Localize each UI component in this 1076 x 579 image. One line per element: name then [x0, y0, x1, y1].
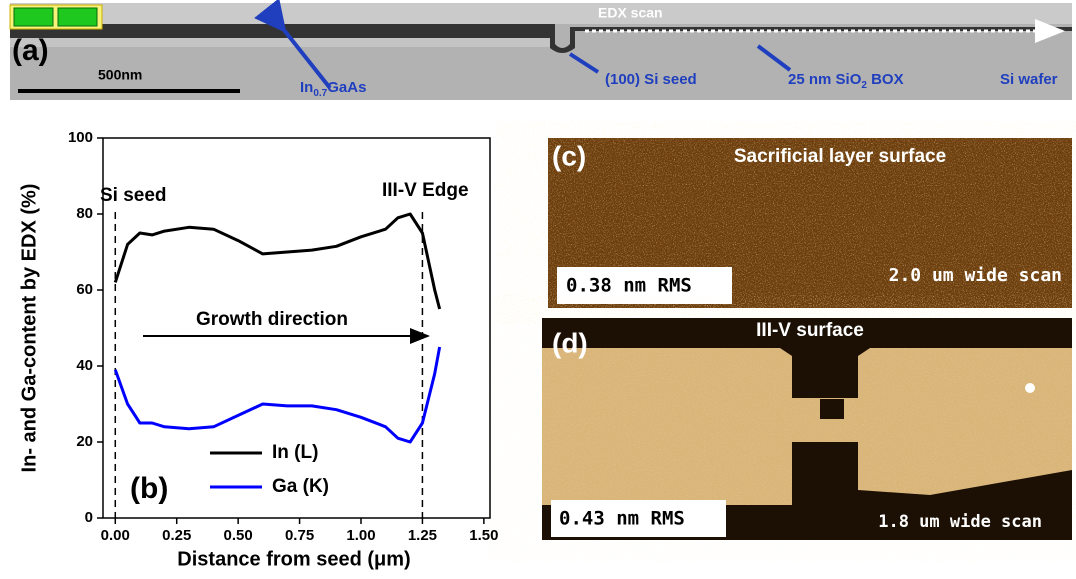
panel-label: (b)	[130, 472, 168, 505]
rms-box	[557, 267, 732, 304]
y-tick-label: 20	[76, 433, 93, 450]
legend-label: In (L)	[272, 442, 318, 463]
wafer-label: Si wafer	[1000, 71, 1058, 88]
box-layer	[10, 38, 550, 47]
panel-b: Si seed III-V Edge Growth direction (b) …	[18, 129, 498, 570]
panel-a: EDX scan (a) 500nm In0.7GaAs (100) Si se…	[9, 0, 1072, 100]
x-tick-label: 1.25	[408, 527, 437, 544]
rms-label: 0.38 nm RMS	[566, 275, 692, 297]
particle	[1025, 383, 1035, 393]
panel-title: Sacrificial layer surface	[734, 146, 946, 167]
t: GaAs	[327, 79, 366, 96]
annotation: Si seed	[100, 185, 167, 206]
x-tick-label: 0.25	[162, 527, 191, 544]
y-tick-label: 80	[76, 205, 93, 222]
scan-label: EDX scan	[598, 5, 663, 21]
scale-label: 500nm	[98, 67, 142, 83]
seed-label: (100) Si seed	[605, 71, 697, 88]
t: BOX	[867, 71, 904, 88]
tem-top	[10, 3, 1072, 24]
panel-label: (d)	[552, 327, 588, 358]
scale-bar	[18, 89, 240, 93]
x-tick-label: 1.00	[346, 527, 375, 544]
y-tick-label: 60	[76, 281, 93, 298]
t: 2	[861, 80, 867, 91]
icon-part	[57, 7, 98, 27]
layer-label: In0.7GaAs	[300, 79, 366, 99]
x-tick-label: 0.50	[224, 527, 253, 544]
t: 0.7	[313, 88, 327, 99]
box-label: 25 nm SiO2 BOX	[788, 71, 904, 91]
rms-box	[551, 500, 726, 537]
y-tick-label: 0	[85, 509, 93, 526]
rms-label: 0.43 nm RMS	[559, 508, 685, 530]
arrow	[254, 0, 332, 90]
panel-label: (a)	[12, 34, 49, 67]
t: In	[300, 79, 313, 96]
annotation: Growth direction	[196, 309, 348, 330]
y-tick-label: 100	[68, 129, 93, 146]
data-line	[113, 346, 442, 444]
arrow	[568, 52, 600, 74]
panel-label: (c)	[552, 140, 586, 171]
plot-frame	[102, 137, 491, 519]
icon-part	[13, 7, 54, 27]
scan-label: 1.8 um wide scan	[878, 512, 1042, 532]
x-axis-label: Distance from seed (μm)	[177, 548, 410, 570]
x-tick-label: 0.00	[101, 527, 130, 544]
dark-region	[542, 318, 1072, 398]
x-tick-label: 0.75	[285, 527, 314, 544]
scan-label: 2.0 um wide scan	[889, 265, 1062, 286]
dark-square	[820, 399, 844, 419]
arrow	[756, 44, 792, 72]
y-tick-label: 40	[76, 357, 93, 374]
panel-title: III-V surface	[756, 320, 864, 341]
panel-c: (c) Sacrificial layer surface 0.38 nm RM…	[548, 138, 1072, 308]
annotation: III-V Edge	[382, 180, 469, 201]
y-axis-label: In- and Ga-content by EDX (%)	[18, 184, 40, 473]
x-tick-label: 1.50	[469, 527, 498, 544]
t: 25 nm SiO	[788, 71, 862, 88]
legend-label: Ga (K)	[272, 476, 329, 497]
panel-d: (d) III-V surface 0.43 nm RMS 1.8 um wid…	[542, 318, 1072, 540]
data-line	[113, 212, 442, 310]
